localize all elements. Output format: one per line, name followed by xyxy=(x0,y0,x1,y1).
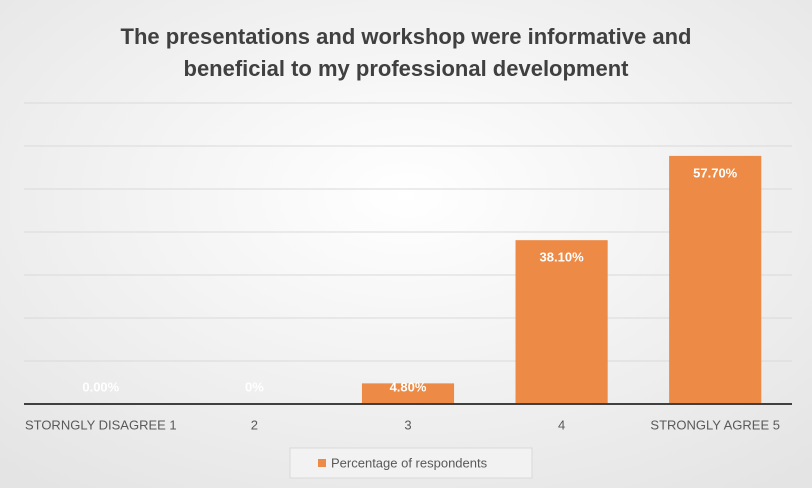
value-label: 0.00% xyxy=(82,379,119,394)
value-label: 4.80% xyxy=(390,379,427,394)
value-label: 0% xyxy=(245,379,264,394)
legend-label: Percentage of respondents xyxy=(331,455,488,470)
x-tick-label: 4 xyxy=(558,417,565,432)
x-tick-label: 3 xyxy=(404,417,411,432)
legend-swatch xyxy=(318,459,326,467)
x-tick-label: 2 xyxy=(251,417,258,432)
value-label: 38.10% xyxy=(540,250,585,265)
chart-title: beneficial to my professional developmen… xyxy=(184,56,630,81)
value-label: 57.70% xyxy=(693,165,738,180)
bar xyxy=(361,383,455,404)
bar xyxy=(669,155,762,404)
x-tick-label: STORNGLY DISAGREE 1 xyxy=(25,417,177,432)
x-tick-label: STRONGLY AGREE 5 xyxy=(650,417,780,432)
legend-box xyxy=(289,447,533,479)
bar xyxy=(515,240,608,404)
chart-title: The presentations and workshop were info… xyxy=(121,24,692,49)
